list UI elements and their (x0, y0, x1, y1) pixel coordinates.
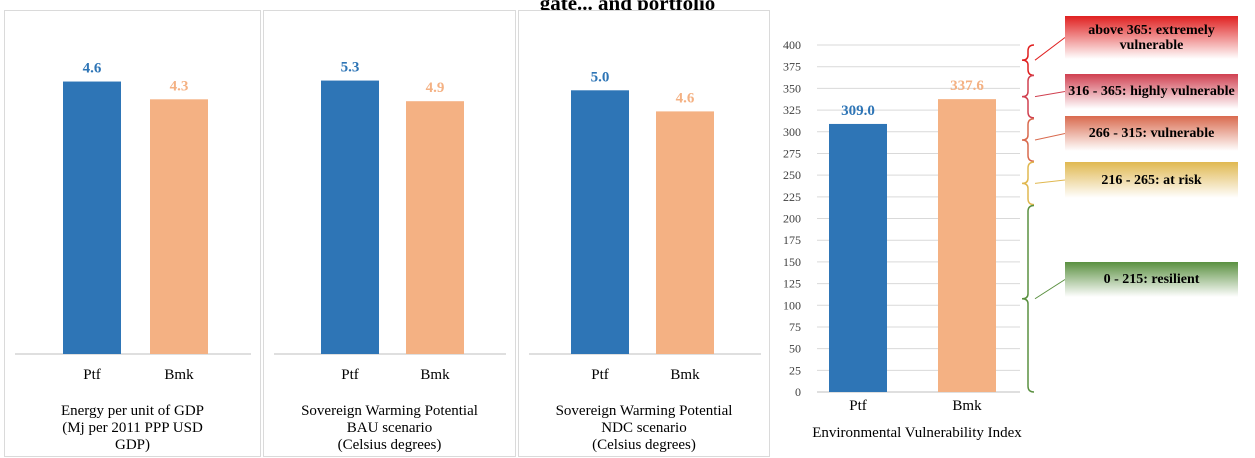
data-label: 4.9 (426, 80, 445, 96)
legend-box: 0 - 215: resilient (1065, 262, 1238, 297)
y-tick-label: 375 (783, 60, 801, 74)
legend-bracket (1021, 161, 1035, 206)
caption-line: Sovereign Warming Potential (555, 403, 733, 419)
caption-line: Sovereign Warming Potential (301, 403, 478, 419)
y-tick-label: 325 (783, 103, 801, 117)
y-tick-label: 400 (783, 38, 801, 52)
bar-ptf (321, 80, 379, 354)
legend-bracket (1021, 74, 1035, 119)
bar-bmk (656, 111, 714, 354)
y-tick-label: 75 (789, 320, 801, 334)
data-label: 4.6 (676, 90, 695, 106)
y-tick-label: 50 (789, 342, 801, 356)
data-label: 309.0 (841, 103, 875, 119)
data-label: 4.6 (83, 61, 102, 77)
chart-panel-energy: 4.6 Ptf 4.3 Bmk Energy per unit of GDP (Mj … (4, 10, 261, 457)
data-label: 337.6 (950, 78, 984, 94)
y-tick-label: 200 (783, 212, 801, 226)
caption-line: (Mj per 2011 PPP USD (62, 420, 203, 436)
chart-panel-evi: 0 25 50 75 100 125 150 175 200 225 250 275 300 325 350… (772, 10, 1251, 457)
y-tick-label: 125 (783, 277, 801, 291)
chart-panel-swp-bau: 5.3 Ptf 4.9 Bmk Sovereign Warming Potential… (263, 10, 516, 457)
chart-panel-swp-ndc: 5.0 Ptf 4.6 Bmk Sovereign Warming Potential… (518, 10, 770, 457)
legend-connector (1034, 37, 1066, 61)
x-tick-label: Bmk (420, 367, 450, 383)
caption-line: (Celsius degrees) (592, 437, 696, 453)
data-label: 5.0 (591, 69, 610, 85)
caption-line: (Celsius degrees) (337, 437, 442, 453)
y-tick-label: 250 (783, 168, 801, 182)
x-tick-label: Ptf (591, 367, 609, 383)
y-tick-label: 150 (783, 255, 801, 269)
x-tick-label: Bmk (164, 367, 194, 383)
legend-connector (1034, 279, 1066, 300)
legend-box: 316 - 365: highly vulnerable (1065, 74, 1238, 109)
legend-connector (1034, 91, 1066, 98)
data-label: 4.3 (170, 78, 189, 94)
x-tick-label: Ptf (849, 398, 867, 414)
energy-chart: 4.6 Ptf 4.3 Bmk (15, 61, 251, 383)
y-tick-label: 0 (795, 385, 801, 399)
caption-line: BAU scenario (346, 420, 433, 436)
data-label: 5.3 (341, 60, 360, 76)
caption-line: GDP) (114, 437, 150, 453)
x-tick-label: Bmk (670, 367, 700, 383)
legend-box: 266 - 315: vulnerable (1065, 116, 1238, 151)
chart-caption: Environmental Vulnerability Index (772, 425, 1062, 442)
chart-caption: Sovereign Warming Potential NDC scenario… (519, 403, 769, 454)
legend-box: above 365: extremely vulnerable (1065, 16, 1238, 59)
bar-ptf (571, 90, 629, 355)
y-tick-label: 25 (789, 363, 801, 377)
y-tick-label: 275 (783, 146, 801, 160)
legend-connector (1034, 179, 1066, 184)
legend-bracket (1021, 44, 1035, 77)
evi-chart: 0 25 50 75 100 125 150 175 200 225 250 275 300 325 350… (783, 37, 1066, 414)
y-tick-label: 350 (783, 81, 801, 95)
swp-ndc-chart: 5.0 Ptf 4.6 Bmk (529, 69, 761, 383)
chart-caption: Energy per unit of GDP (Mj per 2011 PPP … (5, 403, 260, 454)
y-tick-label: 100 (783, 298, 801, 312)
legend-box: 216 - 265: at risk (1065, 162, 1238, 198)
bar-bmk (938, 99, 996, 393)
bar-ptf (829, 123, 887, 392)
x-tick-label: Ptf (83, 367, 101, 383)
x-tick-label: Bmk (952, 398, 982, 414)
y-tick-label: 300 (783, 125, 801, 139)
y-tick-label: 225 (783, 190, 801, 204)
caption-line: Energy per unit of GDP (60, 403, 205, 419)
legend-connector (1034, 133, 1066, 141)
x-tick-label: Ptf (341, 367, 359, 383)
chart-caption: Sovereign Warming Potential BAU scenario… (264, 403, 515, 454)
legend-bracket (1021, 204, 1035, 393)
swp-bau-chart: 5.3 Ptf 4.9 Bmk (274, 60, 506, 383)
bar-bmk (150, 99, 208, 354)
caption-line: Environmental Vulnerability Index (812, 425, 1022, 441)
y-tick-label: 175 (783, 233, 801, 247)
legend-bracket (1021, 117, 1035, 162)
bar-bmk (406, 101, 464, 354)
caption-line: NDC scenario (601, 420, 687, 436)
bar-ptf (63, 81, 121, 355)
